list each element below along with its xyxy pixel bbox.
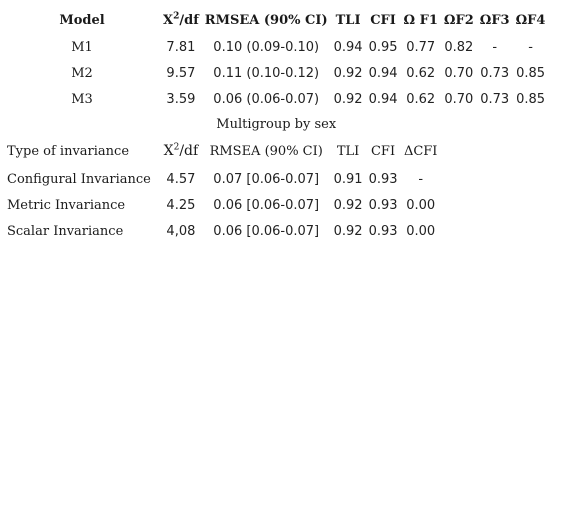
tli-value: 0.91 [333, 171, 363, 187]
rmsea-value: 0.10 (0.09-0.10) [213, 39, 320, 55]
tli-value: 0.92 [333, 223, 363, 239]
omega-f4-value: 0.85 [516, 65, 546, 81]
tli-value: 0.92 [333, 65, 363, 81]
rmsea-value: 0.07 [0.06-0.07] [213, 171, 320, 187]
header-inv-chi-df: X2/df [160, 136, 202, 166]
header-rmsea: RMSEA (90% CI) [204, 12, 328, 28]
chi-df-value: 9.57 [166, 65, 196, 81]
fit-indices-table: Model X2/df RMSEA (90% CI) TLI CFI Ω F1 … [4, 6, 548, 244]
chi-df-value: 4,08 [166, 223, 196, 239]
chi-tail: /df [179, 143, 199, 159]
table-row: M2 9.57 0.11 (0.10-0.12) 0.92 0.94 0.62 … [4, 60, 548, 86]
omega-f2-value: 0.82 [444, 39, 474, 55]
omega-f3-value: 0.73 [480, 91, 510, 107]
omega-f1-value: 0.62 [406, 91, 436, 107]
tli-value: 0.94 [333, 39, 363, 55]
delta-cfi-value: 0.00 [406, 197, 436, 213]
table-row: Configural Invariance 4.57 0.07 [0.06-0.… [4, 166, 548, 192]
omega-f4-value: 0.85 [516, 91, 546, 107]
chi-superscript: 2 [173, 11, 180, 22]
chi-symbol: X [163, 143, 174, 159]
omega-f2-value: 0.70 [444, 91, 474, 107]
header-cfi: CFI [370, 12, 396, 28]
header-omega-f4: ΩF4 [515, 12, 546, 28]
header-model: Model [59, 12, 105, 28]
cfi-value: 0.93 [368, 171, 398, 187]
omega-f4-value: - [528, 39, 533, 55]
table-row: M3 3.59 0.06 (0.06-0.07) 0.92 0.94 0.62 … [4, 86, 548, 112]
cfi-value: 0.94 [368, 65, 398, 81]
cfi-value: 0.93 [368, 223, 398, 239]
header-omega-f3: ΩF3 [479, 12, 510, 28]
omega-f1-value: 0.77 [406, 39, 436, 55]
header-inv-rmsea: RMSEA (90% CI) [209, 143, 323, 159]
invariance-type: Scalar Invariance [7, 223, 124, 239]
table-row: Metric Invariance 4.25 0.06 [0.06-0.07] … [4, 192, 548, 218]
header-inv-delta-cfi: ΔCFI [403, 143, 438, 159]
omega-f1-value: 0.62 [406, 65, 436, 81]
header-omega-f2: ΩF2 [443, 12, 474, 28]
invariance-type: Configural Invariance [7, 171, 151, 187]
rmsea-value: 0.06 (0.06-0.07) [213, 91, 320, 107]
chi-df-value: 4.25 [166, 197, 196, 213]
table-row: Scalar Invariance 4,08 0.06 [0.06-0.07] … [4, 218, 548, 244]
section-title: Multigroup by sex [216, 116, 337, 132]
cfi-value: 0.95 [368, 39, 398, 55]
omega-f2-value: 0.70 [444, 65, 474, 81]
header-invariance-type: Type of invariance [7, 143, 130, 159]
model-name: M1 [71, 39, 93, 55]
invariance-header-row: Type of invariance X2/df RMSEA (90% CI) … [4, 136, 548, 166]
model-name: M2 [71, 65, 93, 81]
model-name: M3 [71, 91, 93, 107]
tli-value: 0.92 [333, 91, 363, 107]
delta-cfi-value: - [418, 171, 424, 187]
header-tli: TLI [335, 12, 361, 28]
cfi-value: 0.93 [368, 197, 398, 213]
omega-f3-value: 0.73 [480, 65, 510, 81]
invariance-type: Metric Invariance [7, 197, 126, 213]
chi-superscript: 2 [173, 142, 180, 153]
header-inv-tli: TLI [336, 143, 360, 159]
chi-df-value: 7.81 [166, 39, 196, 55]
chi-symbol: X [163, 12, 174, 28]
section-row: Multigroup by sex [4, 112, 548, 136]
omega-f3-value: - [492, 39, 498, 55]
table-row: M1 7.81 0.10 (0.09-0.10) 0.94 0.95 0.77 … [4, 34, 548, 60]
header-inv-cfi: CFI [370, 143, 396, 159]
chi-df-value: 3.59 [166, 91, 196, 107]
chi-tail: /df [179, 12, 199, 28]
header-chi-df: X2/df [160, 6, 202, 34]
table-header-row: Model X2/df RMSEA (90% CI) TLI CFI Ω F1 … [4, 6, 548, 34]
rmsea-value: 0.06 [0.06-0.07] [213, 197, 320, 213]
rmsea-value: 0.06 [0.06-0.07] [213, 223, 320, 239]
tli-value: 0.92 [333, 197, 363, 213]
header-omega-f1: Ω F1 [403, 12, 438, 28]
chi-df-value: 4.57 [166, 171, 196, 187]
rmsea-value: 0.11 (0.10-0.12) [213, 65, 320, 81]
delta-cfi-value: 0.00 [406, 223, 436, 239]
cfi-value: 0.94 [368, 91, 398, 107]
